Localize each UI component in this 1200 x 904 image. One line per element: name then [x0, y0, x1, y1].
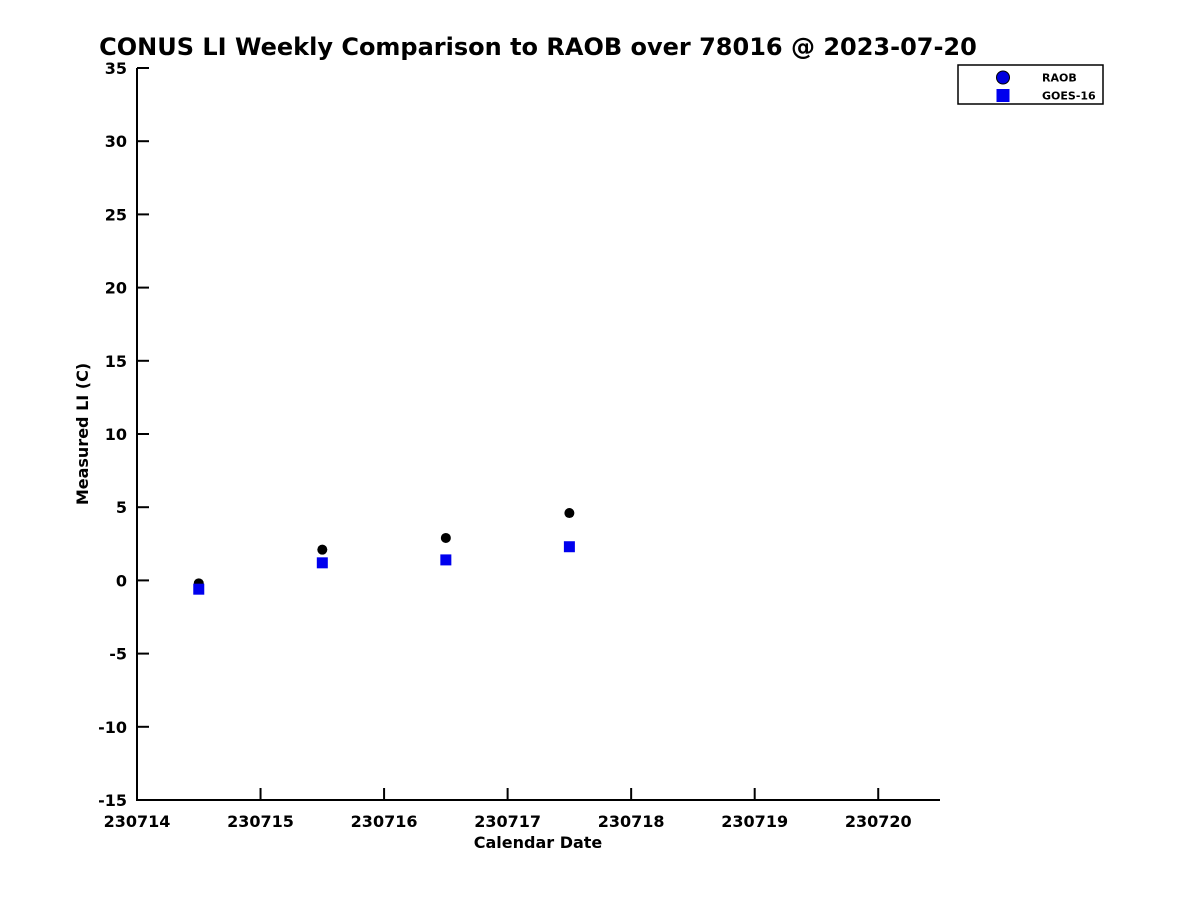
y-tick-label: 30	[105, 132, 127, 151]
x-tick-label: 230719	[721, 812, 788, 831]
legend: RAOB GOES-16	[957, 64, 1104, 105]
x-tick-label: 230720	[845, 812, 912, 831]
x-tick-label: 230717	[474, 812, 541, 831]
data-point-goes-16	[440, 554, 452, 566]
y-tick-label: -5	[109, 645, 127, 664]
data-point-raob	[317, 544, 328, 555]
legend-label-raob: RAOB	[1042, 72, 1077, 85]
y-tick-label: 25	[105, 205, 127, 224]
legend-marker-raob-circle-icon	[996, 70, 1010, 85]
legend-label-goes16: GOES-16	[1042, 90, 1096, 103]
y-tick-label: 0	[116, 571, 127, 590]
y-tick-label: 20	[105, 279, 127, 298]
y-tick-label: 35	[105, 59, 127, 78]
x-tick-label: 230718	[598, 812, 665, 831]
y-tick-label: -10	[98, 718, 127, 737]
data-point-raob	[440, 532, 451, 543]
legend-box	[957, 64, 1104, 105]
y-tick-label: 10	[105, 425, 127, 444]
chart-title: CONUS LI Weekly Comparison to RAOB over …	[99, 33, 977, 61]
points-layer	[193, 508, 575, 595]
x-tick-label: 230714	[104, 812, 171, 831]
data-point-raob	[564, 508, 575, 519]
x-tick-label: 230715	[227, 812, 294, 831]
axes-layer: -15 -10 -5 0 5 10 15 20 25 30 35 230714 230715 230716…	[98, 59, 940, 831]
y-tick-label: 15	[105, 352, 127, 371]
y-tick-label: -15	[98, 791, 127, 810]
data-point-goes-16	[316, 557, 328, 569]
y-axis-label: Measured LI (C)	[73, 363, 92, 505]
x-axis-label: Calendar Date	[474, 833, 603, 852]
data-point-goes-16	[563, 541, 575, 553]
y-tick-label: 5	[116, 498, 127, 517]
data-point-goes-16	[193, 583, 205, 595]
x-tick-label: 230716	[351, 812, 418, 831]
legend-marker-goes16-square-icon	[996, 89, 1010, 102]
